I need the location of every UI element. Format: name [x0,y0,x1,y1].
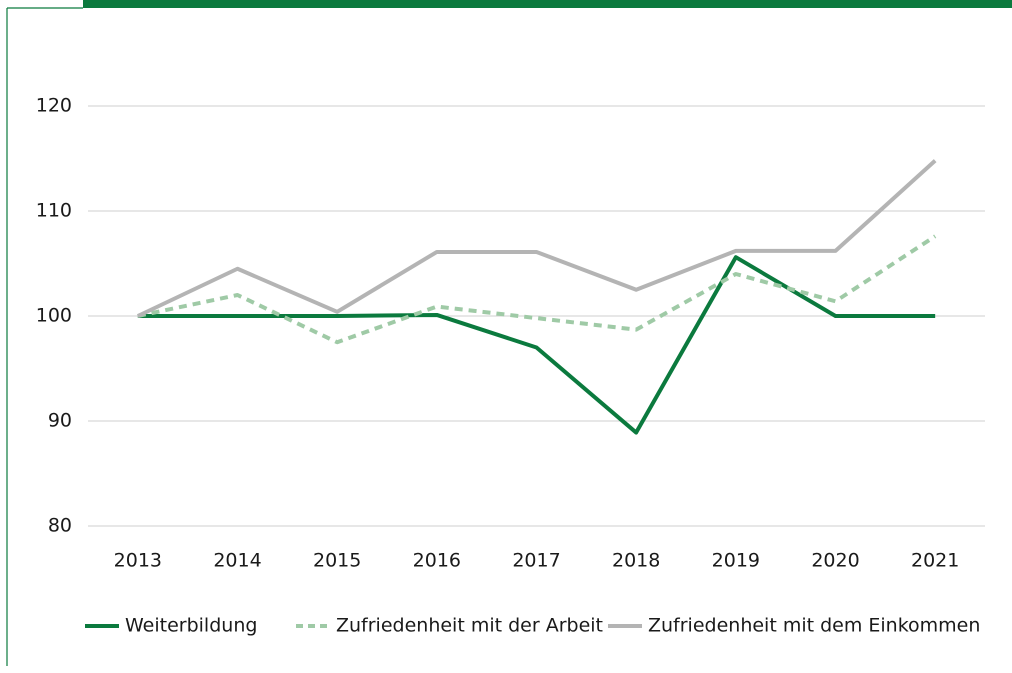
legend-label: Zufriedenheit mit der Arbeit [336,615,603,637]
x-tick-label: 2020 [811,550,859,572]
legend-label: Weiterbildung [125,615,257,637]
x-tick-label: 2015 [313,550,361,572]
y-tick-label: 110 [36,200,72,222]
line [137,255,936,435]
y-tick-label: 120 [36,95,72,117]
x-tick-label: 2018 [612,550,660,572]
x-tick-label: 2014 [213,550,261,572]
y-tick-label: 80 [48,515,72,537]
top-bar [83,0,1012,8]
line [137,234,937,345]
x-tick-label: 2019 [712,550,760,572]
x-tick-label: 2013 [114,550,162,572]
x-tick-label: 2021 [911,550,959,572]
y-tick-label: 90 [48,410,72,432]
legend-label: Zufriedenheit mit dem Einkommen [648,615,980,637]
x-tick-label: 2016 [413,550,461,572]
y-tick-label: 100 [36,305,72,327]
line [136,159,937,318]
x-tick-label: 2017 [512,550,560,572]
